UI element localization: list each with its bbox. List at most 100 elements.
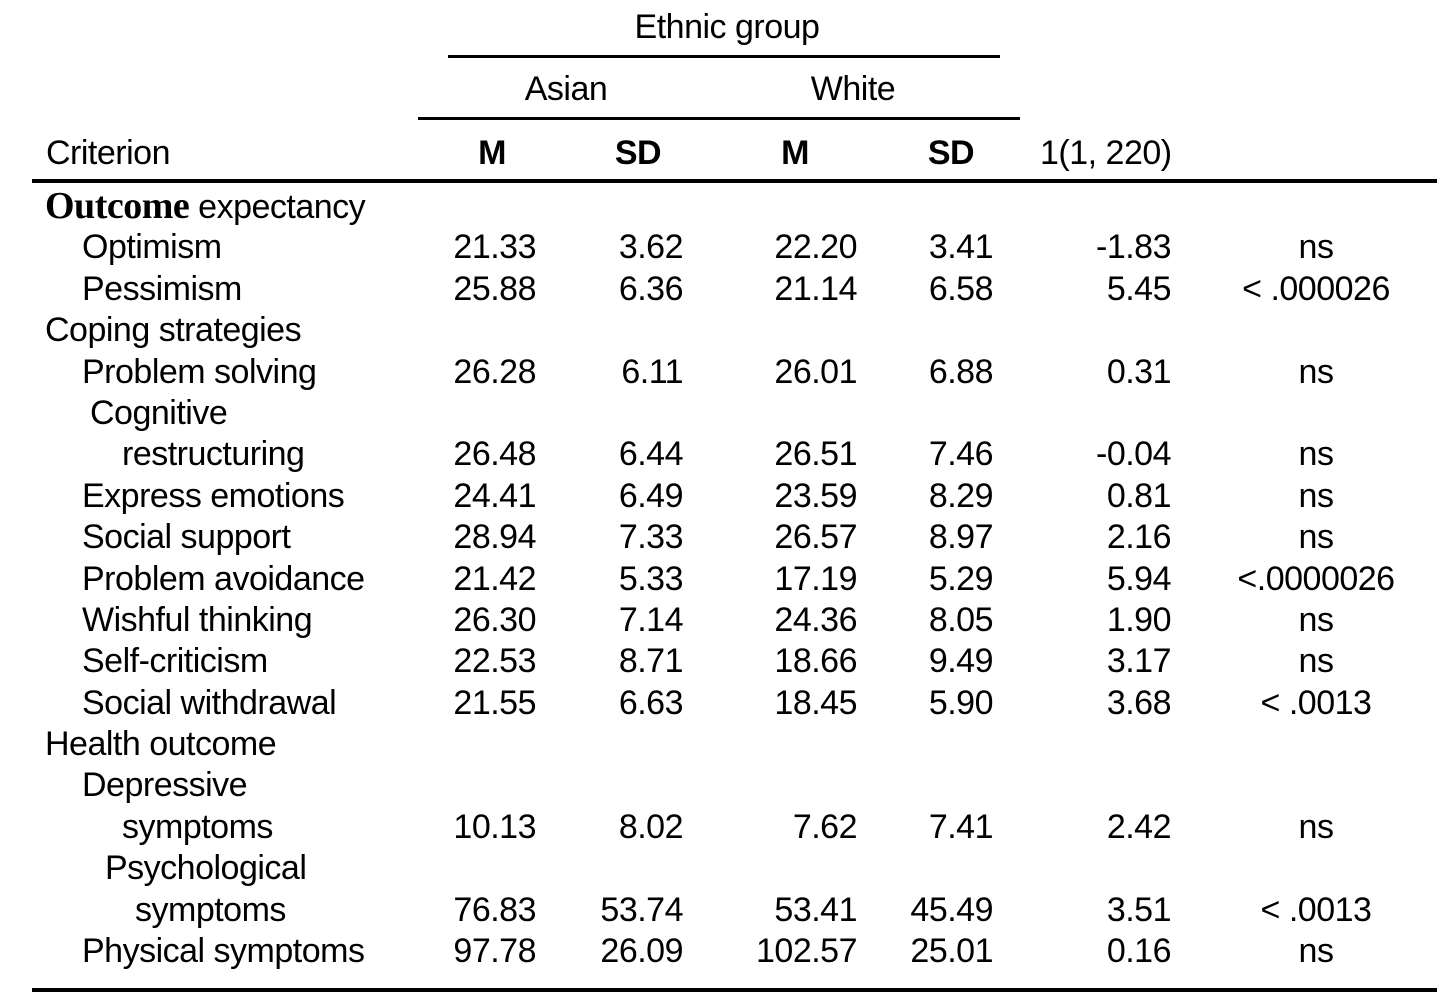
criterion-label: Problem avoidance xyxy=(82,559,365,598)
white-mean-value: 21.14 xyxy=(774,269,857,308)
significance-value: < .0013 xyxy=(1260,683,1372,722)
t-value: 3.17 xyxy=(1106,642,1172,681)
significance-value: < .000026 xyxy=(1242,269,1390,308)
asian-mean-value: 26.30 xyxy=(453,600,536,639)
criterion-label: restructuring xyxy=(122,435,305,474)
table-row: restructuring 26.48 6.44 26.51 7.46 -0.04 ns xyxy=(0,434,1443,475)
t-value: 5.45 xyxy=(1106,269,1172,308)
test-statistic-column-header: 1(1, 220) xyxy=(1040,134,1172,172)
t-value: 2.42 xyxy=(1106,807,1172,846)
asian-mean-value: 26.28 xyxy=(453,352,536,391)
white-mean-value: 26.51 xyxy=(774,435,857,474)
asian-mean-value: 22.53 xyxy=(453,642,536,681)
table-row: Optimism 21.33 3.62 22.20 3.41 -1.83 ns xyxy=(0,227,1443,268)
t-value: 3.68 xyxy=(1106,683,1172,722)
white-sd-value: 7.41 xyxy=(928,807,994,846)
criterion-label-bold-part: Outcome xyxy=(45,185,190,227)
white-mean-value: 53.41 xyxy=(774,890,857,929)
table-row: Cognitive xyxy=(0,393,1443,434)
white-sd-value: 5.29 xyxy=(928,559,994,598)
white-mean-value: 17.19 xyxy=(774,559,857,598)
table-row: Health outcome xyxy=(0,724,1443,765)
asian-mean-value: 21.42 xyxy=(453,559,536,598)
asian-sd-value: 5.33 xyxy=(618,559,684,598)
white-mean-value: 7.62 xyxy=(792,807,858,846)
column-group-white: White xyxy=(810,70,896,108)
white-sd-value: 6.88 xyxy=(928,352,994,391)
criterion-label: Social support xyxy=(82,518,291,557)
significance-value: ns xyxy=(1298,600,1334,639)
table-row: Depressive xyxy=(0,765,1443,806)
white-sd-value: 5.90 xyxy=(928,683,994,722)
criterion-label: Physical symptoms xyxy=(82,932,365,971)
asian-sd-value: 6.49 xyxy=(618,476,684,515)
asian-sd-value: 6.44 xyxy=(618,435,684,474)
white-sd-value: 8.05 xyxy=(928,600,994,639)
white-mean-value: 22.20 xyxy=(774,228,857,267)
criterion-label: Cognitive xyxy=(90,393,228,432)
criterion-label: Optimism xyxy=(82,228,222,267)
white-sd-value: 6.58 xyxy=(928,269,994,308)
table-row: Self-criticism 22.53 8.71 18.66 9.49 3.17 ns xyxy=(0,641,1443,682)
white-mean-value: 26.57 xyxy=(774,518,857,557)
ethnic-group-spanner-heading: Ethnic group xyxy=(634,8,820,46)
table-row: Psychological xyxy=(0,848,1443,889)
white-mean-value: 23.59 xyxy=(774,476,857,515)
criterion-label: Wishful thinking xyxy=(82,600,313,639)
white-mean-value: 18.45 xyxy=(774,683,857,722)
significance-value: ns xyxy=(1298,807,1334,846)
rule-under-group-columns xyxy=(418,117,1020,120)
asian-sd-value: 26.09 xyxy=(600,932,683,971)
table-row: Coping strategies xyxy=(0,310,1443,351)
table-row: Pessimism 25.88 6.36 21.14 6.58 5.45 < .000026 xyxy=(0,269,1443,310)
t-value: -0.04 xyxy=(1096,435,1172,474)
asian-mean-value: 10.13 xyxy=(453,807,536,846)
rule-header-separator xyxy=(32,179,1437,183)
asian-sd-value: 8.02 xyxy=(618,807,684,846)
significance-value: ns xyxy=(1298,435,1334,474)
criterion-column-header: Criterion xyxy=(46,134,170,172)
criterion-label: Express emotions xyxy=(82,476,345,515)
white-mean-value: 26.01 xyxy=(774,352,857,391)
criterion-label: Problem solving xyxy=(82,352,317,391)
table-row: Wishful thinking 26.30 7.14 24.36 8.05 1.90 ns xyxy=(0,600,1443,641)
significance-value: < .0013 xyxy=(1260,890,1372,929)
asian-mean-value: 24.41 xyxy=(453,476,536,515)
table-row: Outcome expectancy xyxy=(0,185,1443,227)
white-mean-value: 102.57 xyxy=(756,932,858,971)
asian-sd-value: 8.71 xyxy=(618,642,684,681)
criterion-label: Coping strategies xyxy=(45,311,302,350)
white-mean-value: 24.36 xyxy=(774,600,857,639)
asian-sd-value: 6.36 xyxy=(618,269,684,308)
t-value: -1.83 xyxy=(1096,228,1172,267)
criterion-label: Psychological xyxy=(105,849,307,888)
asian-sd-column-header: SD xyxy=(614,134,662,172)
table-body: Outcome expectancy Optimism 21.33 3.62 22.20… xyxy=(0,185,1443,972)
table-row: symptoms 10.13 8.02 7.62 7.41 2.42 ns xyxy=(0,807,1443,848)
significance-value: ns xyxy=(1298,352,1334,391)
white-sd-value: 8.29 xyxy=(928,476,994,515)
t-value: 2.16 xyxy=(1106,518,1172,557)
column-group-asian: Asian xyxy=(524,70,608,108)
significance-value: ns xyxy=(1298,228,1334,267)
asian-sd-value: 6.63 xyxy=(618,683,684,722)
white-mean-column-header: M xyxy=(781,134,809,172)
criterion-label: symptoms xyxy=(135,890,286,929)
criterion-label: Health outcome xyxy=(45,725,277,764)
table-row: symptoms 76.83 53.74 53.41 45.49 3.51 < .0013 xyxy=(0,890,1443,931)
criterion-label: Social withdrawal xyxy=(82,683,337,722)
significance-value: ns xyxy=(1298,642,1334,681)
t-value: 0.31 xyxy=(1106,352,1172,391)
rule-table-bottom xyxy=(32,988,1437,992)
criterion-label: Pessimism xyxy=(82,269,242,308)
significance-value: ns xyxy=(1298,932,1334,971)
table-row: Social support 28.94 7.33 26.57 8.97 2.16 ns xyxy=(0,517,1443,558)
asian-sd-value: 7.14 xyxy=(618,600,684,639)
white-sd-column-header: SD xyxy=(927,134,975,172)
table-row: Express emotions 24.41 6.49 23.59 8.29 0.81 ns xyxy=(0,476,1443,517)
criterion-label: Outcome expectancy xyxy=(45,185,366,227)
table-row: Physical symptoms 97.78 26.09 102.57 25.01 0.… xyxy=(0,931,1443,972)
asian-sd-value: 7.33 xyxy=(618,518,684,557)
table-row: Social withdrawal 21.55 6.63 18.45 5.90 3.68 <… xyxy=(0,683,1443,724)
